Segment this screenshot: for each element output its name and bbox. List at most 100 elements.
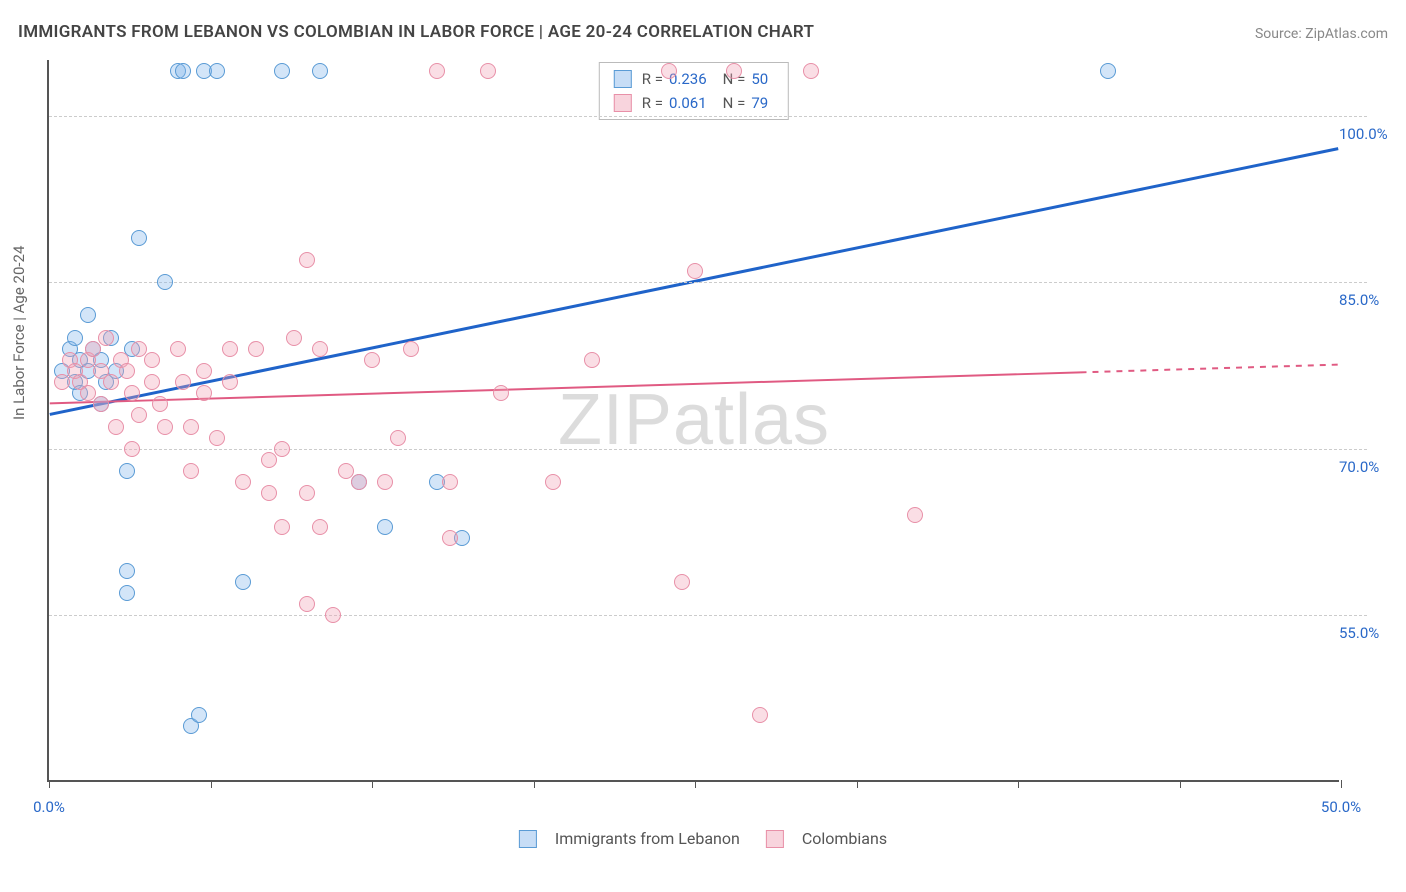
scatter-point-colombians bbox=[119, 363, 135, 379]
x-tick-label: 50.0% bbox=[1321, 798, 1361, 816]
x-tick-label: 0.0% bbox=[33, 798, 65, 816]
scatter-point-lebanon bbox=[157, 274, 173, 290]
plot-area: ZIPatlas R = 0.236 N = 50 R = 0.061 N = … bbox=[47, 60, 1339, 782]
scatter-point-colombians bbox=[261, 485, 277, 501]
scatter-point-colombians bbox=[54, 374, 70, 390]
scatter-point-lebanon bbox=[209, 63, 225, 79]
legend-label: Colombians bbox=[802, 829, 887, 848]
scatter-point-colombians bbox=[175, 374, 191, 390]
scatter-point-colombians bbox=[325, 607, 341, 623]
x-tick bbox=[211, 780, 212, 788]
scatter-point-lebanon bbox=[131, 230, 147, 246]
scatter-point-colombians bbox=[299, 252, 315, 268]
scatter-point-colombians bbox=[907, 507, 923, 523]
y-tick-label: 100.0% bbox=[1339, 125, 1399, 143]
scatter-point-colombians bbox=[364, 352, 380, 368]
scatter-point-colombians bbox=[390, 430, 406, 446]
scatter-point-colombians bbox=[144, 374, 160, 390]
scatter-point-colombians bbox=[103, 374, 119, 390]
scatter-point-colombians bbox=[429, 63, 445, 79]
scatter-point-colombians bbox=[183, 419, 199, 435]
stat-label-n: N = bbox=[723, 91, 746, 115]
scatter-point-colombians bbox=[493, 385, 509, 401]
scatter-point-colombians bbox=[274, 441, 290, 457]
scatter-point-colombians bbox=[351, 474, 367, 490]
scatter-point-lebanon bbox=[119, 463, 135, 479]
scatter-point-colombians bbox=[726, 63, 742, 79]
trend-lines bbox=[49, 60, 1339, 780]
y-tick-label: 85.0% bbox=[1339, 291, 1399, 309]
y-tick-label: 70.0% bbox=[1339, 458, 1399, 476]
scatter-point-lebanon bbox=[1100, 63, 1116, 79]
scatter-point-colombians bbox=[261, 452, 277, 468]
scatter-point-lebanon bbox=[377, 519, 393, 535]
scatter-point-colombians bbox=[85, 341, 101, 357]
scatter-point-colombians bbox=[124, 441, 140, 457]
scatter-point-colombians bbox=[274, 519, 290, 535]
swatch-icon bbox=[614, 70, 632, 88]
scatter-point-colombians bbox=[299, 596, 315, 612]
scatter-point-lebanon bbox=[119, 585, 135, 601]
chart-title: IMMIGRANTS FROM LEBANON VS COLOMBIAN IN … bbox=[18, 22, 814, 42]
scatter-point-lebanon bbox=[80, 307, 96, 323]
scatter-point-colombians bbox=[222, 341, 238, 357]
stat-value-r: 0.061 bbox=[669, 91, 707, 115]
scatter-point-colombians bbox=[377, 474, 393, 490]
legend-label: Immigrants from Lebanon bbox=[555, 829, 740, 848]
x-tick bbox=[695, 780, 696, 788]
scatter-point-colombians bbox=[687, 263, 703, 279]
scatter-point-colombians bbox=[286, 330, 302, 346]
scatter-point-colombians bbox=[235, 474, 251, 490]
scatter-point-colombians bbox=[124, 385, 140, 401]
scatter-point-lebanon bbox=[67, 330, 83, 346]
scatter-point-colombians bbox=[442, 530, 458, 546]
scatter-point-lebanon bbox=[235, 574, 251, 590]
stat-value-n: 79 bbox=[751, 91, 768, 115]
x-tick bbox=[534, 780, 535, 788]
x-tick bbox=[857, 780, 858, 788]
scatter-point-colombians bbox=[545, 474, 561, 490]
source-label: Source: ZipAtlas.com bbox=[1255, 26, 1388, 42]
scatter-point-lebanon bbox=[191, 707, 207, 723]
swatch-icon bbox=[766, 830, 784, 848]
scatter-point-colombians bbox=[299, 485, 315, 501]
x-tick bbox=[1018, 780, 1019, 788]
scatter-point-colombians bbox=[196, 363, 212, 379]
y-axis-label: In Labor Force | Age 20-24 bbox=[10, 246, 28, 420]
scatter-point-lebanon bbox=[274, 63, 290, 79]
scatter-point-colombians bbox=[752, 707, 768, 723]
stat-label-r: R = bbox=[642, 67, 663, 91]
swatch-icon bbox=[519, 830, 537, 848]
scatter-point-colombians bbox=[674, 574, 690, 590]
y-tick-label: 55.0% bbox=[1339, 624, 1399, 642]
scatter-point-lebanon bbox=[312, 63, 328, 79]
gridline-h bbox=[49, 615, 1367, 616]
scatter-point-colombians bbox=[584, 352, 600, 368]
scatter-point-colombians bbox=[152, 396, 168, 412]
scatter-point-colombians bbox=[480, 63, 496, 79]
scatter-point-colombians bbox=[144, 352, 160, 368]
scatter-point-colombians bbox=[312, 519, 328, 535]
stat-value-n: 50 bbox=[751, 67, 768, 91]
legend-item-lebanon: Immigrants from Lebanon bbox=[519, 829, 740, 848]
x-tick bbox=[49, 780, 50, 788]
gridline-h bbox=[49, 449, 1367, 450]
stats-row-colombians: R = 0.061 N = 79 bbox=[614, 91, 774, 115]
stats-row-lebanon: R = 0.236 N = 50 bbox=[614, 67, 774, 91]
gridline-h bbox=[49, 282, 1367, 283]
scatter-point-colombians bbox=[248, 341, 264, 357]
scatter-point-colombians bbox=[131, 407, 147, 423]
x-tick bbox=[1341, 780, 1342, 788]
scatter-point-colombians bbox=[803, 63, 819, 79]
scatter-point-colombians bbox=[209, 430, 225, 446]
scatter-point-lebanon bbox=[119, 563, 135, 579]
scatter-point-colombians bbox=[183, 463, 199, 479]
gridline-h bbox=[49, 116, 1367, 117]
scatter-point-colombians bbox=[312, 341, 328, 357]
scatter-point-colombians bbox=[157, 419, 173, 435]
x-tick bbox=[1180, 780, 1181, 788]
scatter-point-colombians bbox=[222, 374, 238, 390]
swatch-icon bbox=[614, 94, 632, 112]
scatter-point-colombians bbox=[108, 419, 124, 435]
bottom-legend: Immigrants from Lebanon Colombians bbox=[519, 829, 887, 848]
